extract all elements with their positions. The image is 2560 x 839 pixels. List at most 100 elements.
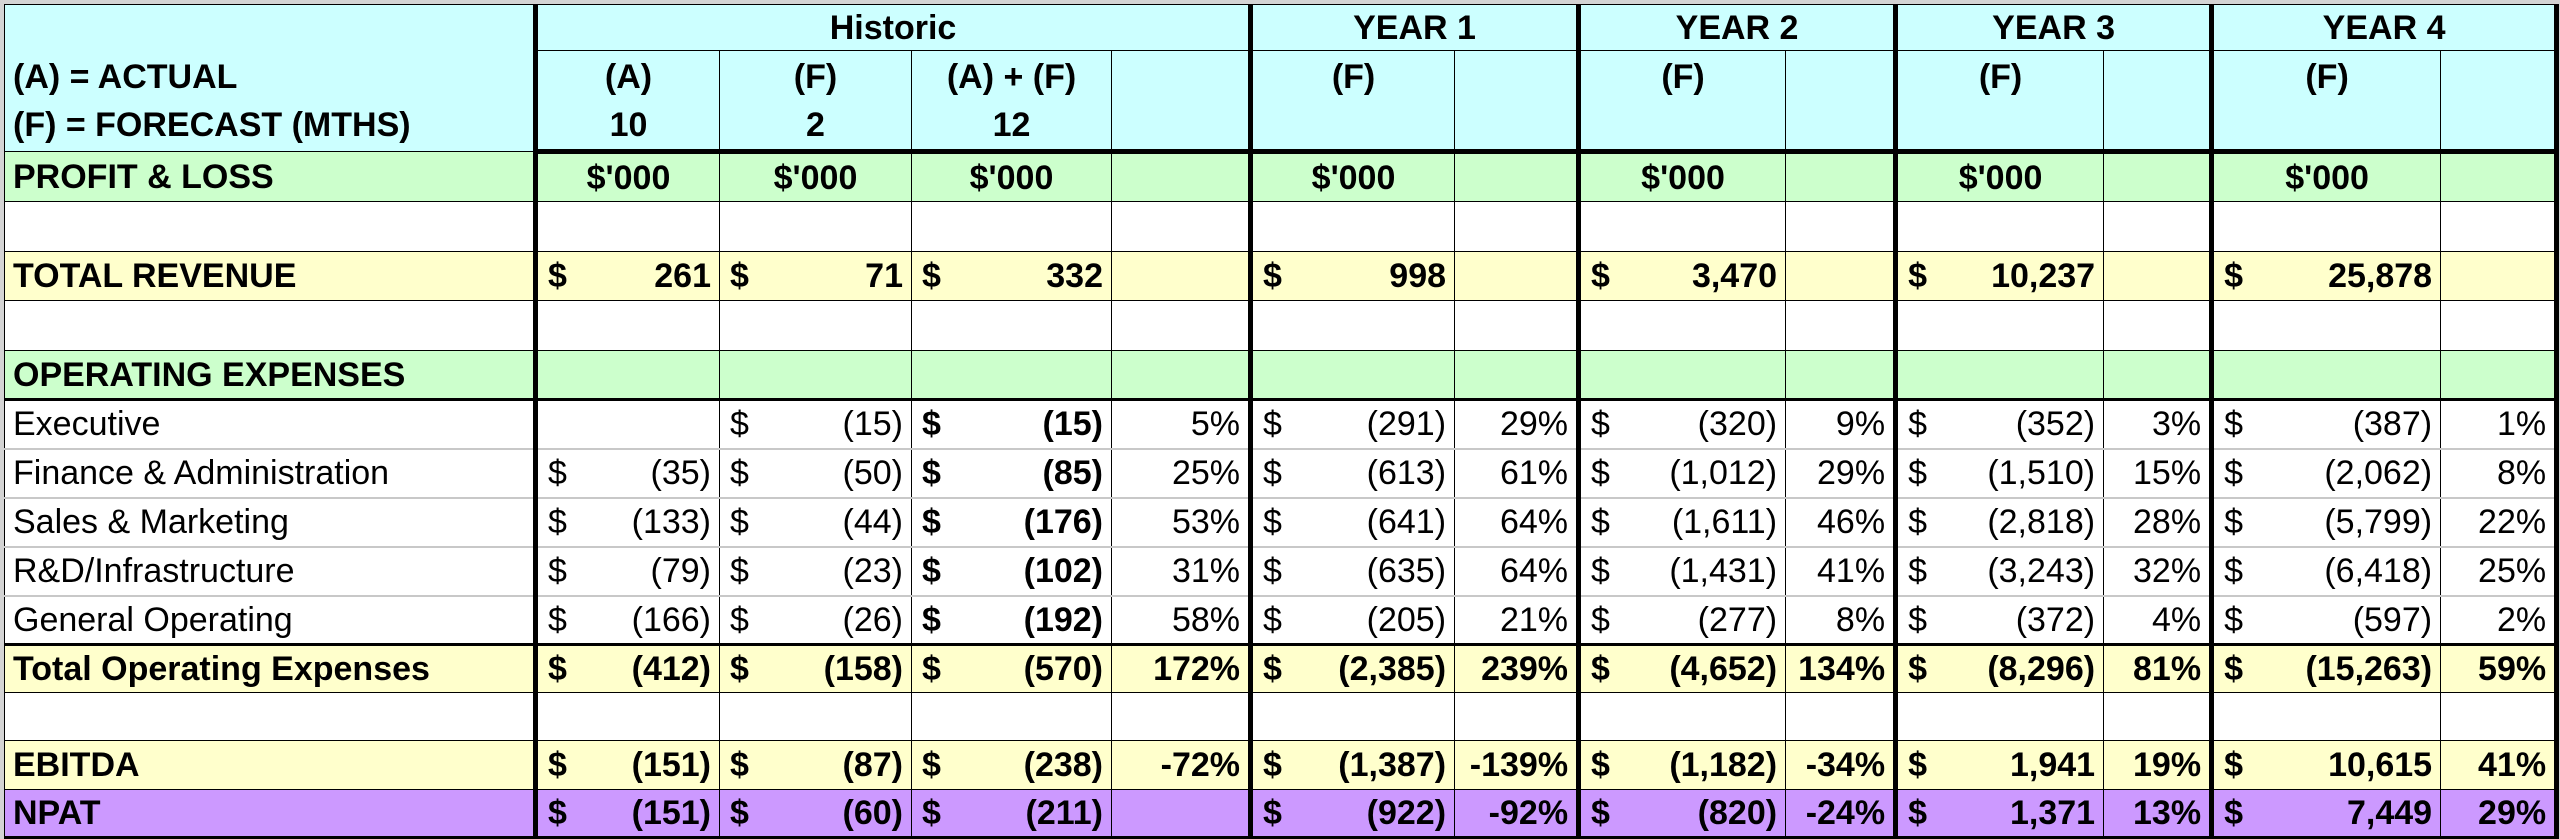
year-3-value[interactable]: $ (8,296) bbox=[1893, 643, 2105, 693]
historic-title[interactable]: Historic bbox=[532, 4, 1252, 51]
hist-actual-cell[interactable] bbox=[533, 398, 720, 450]
empty-cell[interactable] bbox=[2209, 692, 2442, 741]
empty-cell[interactable] bbox=[4, 692, 536, 741]
units-cell[interactable]: $'000 bbox=[1248, 151, 1456, 202]
year-3-value[interactable]: $ (2,818) bbox=[1893, 496, 2105, 548]
empty-cell[interactable] bbox=[2103, 350, 2213, 400]
year-2-value[interactable]: $ (1,611) bbox=[1576, 496, 1787, 548]
empty-cell[interactable] bbox=[2103, 151, 2213, 202]
hist-pct-cell[interactable]: 172% bbox=[1110, 643, 1252, 693]
year-3-pct[interactable]: 15% bbox=[2103, 447, 2213, 499]
hist-actual-cell[interactable]: $ (151) bbox=[533, 740, 720, 790]
row-label[interactable]: Sales & Marketing bbox=[4, 496, 536, 548]
empty-cell[interactable] bbox=[2209, 300, 2442, 351]
row-label[interactable]: TOTAL REVENUE bbox=[4, 251, 536, 301]
units-cell[interactable]: $'000 bbox=[2209, 151, 2442, 202]
year-2-title[interactable]: YEAR 2 bbox=[1576, 4, 1897, 51]
year-2-value[interactable]: $ (4,652) bbox=[1576, 643, 1787, 693]
hist-total-header[interactable]: (A) + (F) 12 bbox=[911, 50, 1112, 154]
year-4-pct[interactable]: 29% bbox=[2440, 789, 2560, 839]
year-3-value[interactable]: $ (1,510) bbox=[1893, 447, 2105, 499]
empty-cell[interactable] bbox=[2103, 201, 2213, 252]
year-2-value[interactable]: $ (820) bbox=[1576, 789, 1787, 839]
empty-cell[interactable] bbox=[1576, 201, 1787, 252]
year-1-pct[interactable]: 61% bbox=[1454, 447, 1580, 499]
year-4-pct[interactable]: 59% bbox=[2440, 643, 2560, 693]
year-2-pct[interactable]: 46% bbox=[1785, 496, 1897, 548]
empty-cell[interactable] bbox=[1893, 692, 2105, 741]
year-3-pct-header[interactable] bbox=[2103, 50, 2213, 154]
units-cell[interactable]: $'000 bbox=[533, 151, 720, 202]
year-2-value[interactable]: $3,470 bbox=[1576, 251, 1787, 301]
hist-pct-cell[interactable]: 58% bbox=[1110, 594, 1252, 646]
year-4-value[interactable]: $ (2,062) bbox=[2209, 447, 2442, 499]
hist-forecast-cell[interactable]: $ (15) bbox=[719, 398, 912, 450]
empty-cell[interactable] bbox=[1454, 201, 1580, 252]
hist-actual-cell[interactable]: $ (151) bbox=[533, 789, 720, 839]
hist-actual-cell[interactable]: $ (133) bbox=[533, 496, 720, 548]
empty-cell[interactable] bbox=[1454, 350, 1580, 400]
empty-cell[interactable] bbox=[2440, 300, 2560, 351]
hist-forecast-cell[interactable]: $ (158) bbox=[719, 643, 912, 693]
empty-cell[interactable] bbox=[911, 201, 1112, 252]
hist-forecast-cell[interactable]: $71 bbox=[719, 251, 912, 301]
year-2-value[interactable]: $ (277) bbox=[1576, 594, 1787, 646]
empty-cell[interactable] bbox=[4, 300, 536, 351]
units-cell[interactable]: $'000 bbox=[911, 151, 1112, 202]
year-3-value[interactable]: $ (3,243) bbox=[1893, 545, 2105, 597]
row-label[interactable]: Total Operating Expenses bbox=[4, 643, 536, 693]
year-1-value[interactable]: $ (1,387) bbox=[1248, 740, 1456, 790]
year-1-pct[interactable]: -139% bbox=[1454, 740, 1580, 790]
year-3-pct[interactable]: 3% bbox=[2103, 398, 2213, 450]
empty-cell[interactable] bbox=[533, 692, 720, 741]
empty-cell[interactable] bbox=[911, 300, 1112, 351]
empty-cell[interactable] bbox=[1454, 692, 1580, 741]
year-4-pct-header[interactable] bbox=[2440, 50, 2560, 154]
year-4-title[interactable]: YEAR 4 bbox=[2209, 4, 2560, 51]
hist-pct-cell[interactable]: 5% bbox=[1110, 398, 1252, 450]
empty-cell[interactable] bbox=[1454, 151, 1580, 202]
year-3-pct[interactable]: 19% bbox=[2103, 740, 2213, 790]
hist-pct-cell[interactable]: -72% bbox=[1110, 740, 1252, 790]
year-1-value[interactable]: $ (641) bbox=[1248, 496, 1456, 548]
empty-cell[interactable] bbox=[1785, 300, 1897, 351]
year-4-pct[interactable]: 41% bbox=[2440, 740, 2560, 790]
year-2-pct-header[interactable] bbox=[1785, 50, 1897, 154]
units-cell[interactable]: $'000 bbox=[1893, 151, 2105, 202]
empty-cell[interactable] bbox=[1248, 201, 1456, 252]
empty-cell[interactable] bbox=[2440, 350, 2560, 400]
year-4-value[interactable]: $ (597) bbox=[2209, 594, 2442, 646]
year-1-pct[interactable]: 64% bbox=[1454, 496, 1580, 548]
year-4-value[interactable]: $ (6,418) bbox=[2209, 545, 2442, 597]
year-2-pct[interactable]: 8% bbox=[1785, 594, 1897, 646]
year-1-value[interactable]: $ (205) bbox=[1248, 594, 1456, 646]
empty-cell[interactable] bbox=[1248, 300, 1456, 351]
row-label[interactable]: General Operating bbox=[4, 594, 536, 646]
units-cell[interactable]: $'000 bbox=[1576, 151, 1787, 202]
year-4-pct[interactable]: 22% bbox=[2440, 496, 2560, 548]
hist-pct-cell[interactable]: 31% bbox=[1110, 545, 1252, 597]
year-4-value[interactable]: $7,449 bbox=[2209, 789, 2442, 839]
empty-cell[interactable] bbox=[1785, 201, 1897, 252]
hist-actual-cell[interactable]: $261 bbox=[533, 251, 720, 301]
hist-forecast-cell[interactable]: $ (23) bbox=[719, 545, 912, 597]
units-cell[interactable]: $'000 bbox=[719, 151, 912, 202]
year-1-pct[interactable]: 29% bbox=[1454, 398, 1580, 450]
empty-cell[interactable] bbox=[2440, 201, 2560, 252]
empty-cell[interactable] bbox=[1576, 350, 1787, 400]
year-3-pct[interactable]: 32% bbox=[2103, 545, 2213, 597]
empty-cell[interactable] bbox=[2209, 201, 2442, 252]
empty-cell[interactable] bbox=[1110, 300, 1252, 351]
empty-cell[interactable] bbox=[719, 300, 912, 351]
year-4-pct[interactable]: 2% bbox=[2440, 594, 2560, 646]
year-4-value[interactable]: $25,878 bbox=[2209, 251, 2442, 301]
empty-cell[interactable] bbox=[533, 201, 720, 252]
empty-cell[interactable] bbox=[1785, 692, 1897, 741]
year-1-value[interactable]: $ (2,385) bbox=[1248, 643, 1456, 693]
legend-cell[interactable]: (A) = ACTUAL (F) = FORECAST (MTHS) bbox=[4, 4, 536, 152]
hist-total-cell[interactable]: $332 bbox=[911, 251, 1112, 301]
year-1-value[interactable]: $998 bbox=[1248, 251, 1456, 301]
year-1-title[interactable]: YEAR 1 bbox=[1248, 4, 1580, 51]
year-2-value[interactable]: $ (1,431) bbox=[1576, 545, 1787, 597]
year-2-pct[interactable]: 41% bbox=[1785, 545, 1897, 597]
